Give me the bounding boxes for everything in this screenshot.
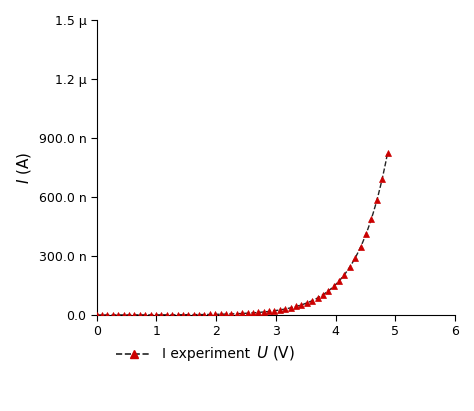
Y-axis label: $I$ (A): $I$ (A) xyxy=(15,151,33,184)
X-axis label: $U$ (V): $U$ (V) xyxy=(256,344,295,362)
Legend: I experiment: I experiment xyxy=(111,342,256,367)
